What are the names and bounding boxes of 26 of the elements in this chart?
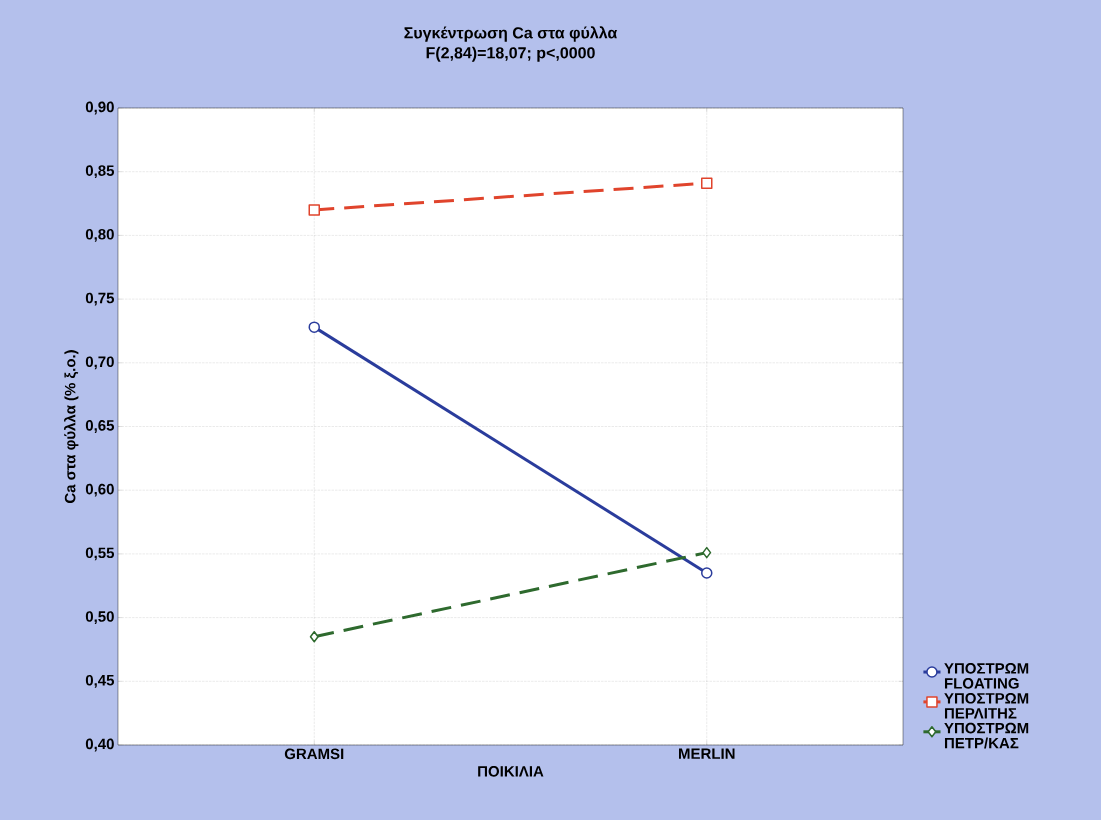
chart-subtitle: F(2,84)=18,07; p<,0000: [426, 46, 595, 62]
legend-label: ΥΠΟΣΤΡΩΜ FLOATING: [944, 663, 1029, 689]
point: [309, 630, 319, 643]
y-tick-label: 0,85: [85, 165, 115, 179]
point: [308, 321, 320, 333]
point: [702, 546, 712, 559]
point: [701, 177, 713, 189]
y-tick-label: 0,90: [85, 101, 114, 115]
y-tick-label: 0,60: [85, 483, 114, 497]
x-tick-label: GRAMSI: [284, 748, 344, 760]
y-tick-label: 0,75: [85, 292, 115, 306]
y-tick-label: 0,55: [85, 547, 115, 561]
point: [308, 204, 320, 216]
y-tick-label: 0,50: [85, 611, 114, 624]
point: [701, 567, 713, 579]
chart-title: Συγκέντρωση Ca στα φύλλα: [404, 26, 618, 42]
y-tick-label: 0,45: [85, 674, 115, 688]
y-axis-title: Ca στα φύλλα (% ξ.ο.): [64, 350, 79, 504]
x-axis-title: ΠΟΙΚΙΛΙΑ: [478, 766, 544, 777]
y-tick-label: 0,40: [85, 738, 114, 752]
legend-label: ΥΠΟΣΤΡΩΜ ΠΕΡΛΙΤΗΣ: [944, 692, 1029, 719]
y-tick-label: 0,80: [85, 229, 114, 242]
legend-label: ΥΠΟΣΤΡΩΜ ΠΕΤΡ/ΚΑΣ: [944, 722, 1029, 749]
y-tick-label: 0,65: [85, 420, 115, 433]
y-tick-label: 0,70: [85, 356, 114, 370]
x-tick-label: MERLIN: [679, 748, 735, 759]
